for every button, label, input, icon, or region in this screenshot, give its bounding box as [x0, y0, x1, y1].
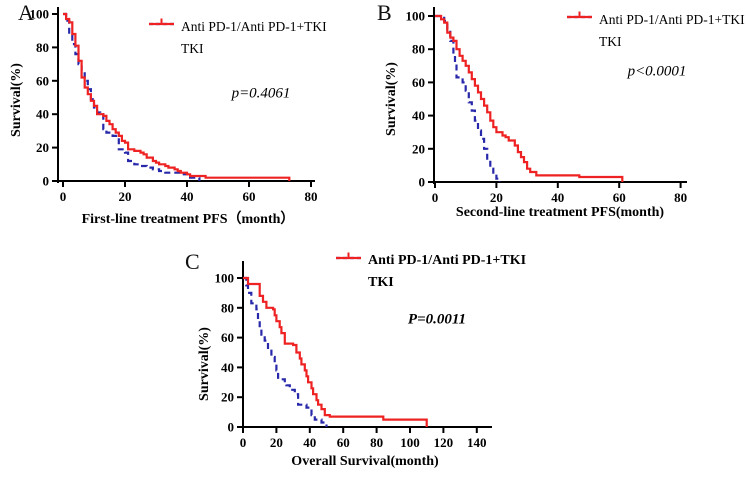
y-tick-label: 80 [412, 42, 425, 57]
survival-curve-anti-pd1 [243, 276, 328, 427]
panel-a-legend: Anti PD-1/Anti PD-1+TKI TKI [148, 16, 327, 60]
tick-labels: 0 20 40 60 80 100 120 140 0 20 40 60 80 100 [215, 271, 487, 451]
x-tick-label: 60 [613, 190, 626, 205]
legend-item-anti-pd1: Anti PD-1/Anti PD-1+TKI [335, 250, 526, 272]
survival-curve-anti-pd1 [435, 14, 501, 182]
panel-c-plot: 0 20 40 60 80 100 120 140 0 20 40 60 80 100 [215, 261, 492, 451]
legend-label: TKI [368, 275, 394, 290]
legend-item-tki: TKI [566, 11, 745, 53]
solid-line-marker-icon [335, 252, 362, 289]
x-tick-label: 100 [400, 435, 420, 450]
y-tick-label: 80 [221, 300, 234, 315]
y-tick-label: 100 [30, 7, 50, 22]
x-tick-label: 40 [303, 435, 316, 450]
x-tick-label: 40 [181, 189, 194, 204]
y-tick-label: 100 [215, 271, 235, 286]
panel-a-letter: A [18, 0, 34, 25]
panel-a-plot: 0 20 40 60 80 0 20 40 60 80 100 [30, 7, 318, 205]
axes [242, 261, 492, 429]
survival-curve-tki [243, 276, 428, 427]
panel-b-letter: B [377, 0, 392, 25]
x-tick-label: 80 [674, 190, 687, 205]
y-tick-label: 60 [412, 75, 425, 90]
panel-c-x-axis-title: Overall Survival(month) [291, 454, 439, 469]
y-tick-label: 40 [36, 107, 49, 122]
x-tick-label: 60 [243, 189, 256, 204]
panel-a-x-axis-title: First-line treatment PFS（month） [81, 212, 295, 227]
legend-item-tki: TKI [335, 252, 526, 294]
x-tick-label: 20 [490, 190, 503, 205]
tick-labels: 0 20 40 60 80 0 20 40 60 80 100 [30, 7, 318, 205]
legend-label: Anti PD-1/Anti PD-1+TKI [599, 12, 745, 27]
panel-c-legend: Anti PD-1/Anti PD-1+TKI TKI [335, 250, 526, 294]
panel-b-p-value: p<0.0001 [627, 63, 687, 80]
panel-b-legend: Anti PD-1/Anti PD-1+TKI TKI [566, 9, 745, 53]
y-tick-label: 20 [221, 390, 234, 405]
y-tick-label: 20 [412, 141, 425, 156]
tick-labels: 0 20 40 60 80 0 20 40 60 80 100 [406, 9, 688, 206]
solid-line-marker-icon [566, 11, 593, 48]
y-tick-label: 20 [36, 140, 49, 155]
panel-a-y-axis-title: Survival(%) [9, 63, 24, 137]
x-tick-label: 140 [467, 435, 487, 450]
tick-marks [237, 277, 478, 433]
survival-curve-tki [435, 14, 624, 182]
legend-label: TKI [181, 41, 204, 56]
legend-label: TKI [599, 34, 622, 49]
solid-line-marker-icon [148, 18, 175, 55]
y-tick-label: 60 [36, 73, 49, 88]
tick-marks [428, 15, 682, 188]
survival-curve-tki [63, 12, 291, 181]
x-tick-label: 40 [551, 190, 564, 205]
y-tick-label: 100 [406, 9, 426, 24]
panel-b: 0 20 40 60 80 0 20 40 60 80 100 B Survival(%) Seco… [373, 0, 746, 234]
axes [433, 7, 687, 184]
y-tick-label: 60 [221, 330, 234, 345]
y-tick-label: 0 [43, 174, 50, 189]
legend-label: Anti PD-1/Anti PD-1+TKI [368, 253, 527, 268]
tick-marks [52, 13, 312, 187]
panel-b-y-axis-title: Survival(%) [384, 62, 399, 136]
y-tick-label: 80 [36, 40, 49, 55]
x-tick-label: 0 [240, 435, 247, 450]
panel-a-p-value: p=0.4061 [231, 85, 291, 102]
panel-c-letter: C [185, 249, 200, 274]
y-tick-label: 0 [228, 420, 235, 435]
panel-a: 0 20 40 60 80 0 20 40 60 80 100 A Survival(%) Firs… [0, 0, 366, 234]
panel-b-x-axis-title: Second-line treatment PFS(month) [455, 205, 665, 220]
panel-c: 0 20 40 60 80 100 120 140 0 20 40 60 80 100 C Surviva… [150, 240, 606, 482]
legend-item-tki: TKI [148, 18, 327, 60]
x-tick-label: 60 [337, 435, 350, 450]
x-tick-label: 120 [434, 435, 454, 450]
x-tick-label: 0 [432, 190, 439, 205]
x-tick-label: 20 [119, 189, 132, 204]
x-tick-label: 0 [60, 189, 67, 204]
x-tick-label: 80 [370, 435, 383, 450]
y-tick-label: 40 [412, 108, 425, 123]
panel-c-p-value: P=0.0011 [407, 311, 467, 328]
panel-c-y-axis-title: Survival(%) [197, 327, 212, 401]
x-tick-label: 20 [270, 435, 283, 450]
x-tick-label: 80 [305, 189, 318, 204]
y-tick-label: 0 [419, 175, 426, 190]
legend-label: Anti PD-1/Anti PD-1+TKI [181, 19, 327, 34]
y-tick-label: 40 [221, 360, 234, 375]
panel-b-plot: 0 20 40 60 80 0 20 40 60 80 100 [406, 7, 688, 206]
